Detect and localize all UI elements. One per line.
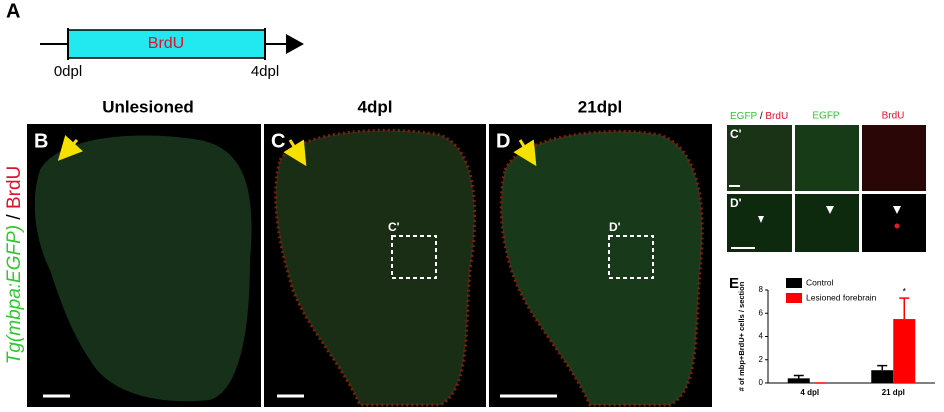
panel-letter: D — [496, 130, 510, 152]
tissue — [34, 135, 252, 402]
inset-letter: C' — [730, 127, 742, 141]
inset — [795, 194, 859, 252]
inset-header: BrdU — [882, 111, 905, 122]
tissue — [499, 129, 704, 407]
tissue — [274, 128, 477, 407]
bar-chart: E# of mbp+BrdU+ cells / section 0 2 4 6 8 Cont… — [729, 275, 935, 397]
arrow-head — [286, 34, 304, 54]
panel-letter: E — [729, 275, 739, 292]
y-tick-label: 0 — [759, 378, 764, 387]
error-bar — [793, 374, 804, 379]
bar — [871, 370, 894, 383]
legend-swatch — [786, 293, 802, 303]
bar-label: BrdU — [148, 35, 184, 52]
inset — [727, 125, 792, 191]
panel-letter: C — [271, 130, 285, 152]
inset-header-part: EGFP — [730, 111, 758, 122]
error-bar — [877, 364, 888, 371]
column-header: 4dpl — [358, 97, 393, 116]
y-tick-label: 6 — [759, 308, 764, 317]
inset — [795, 125, 859, 191]
inset-header: EGFP / BrdU — [730, 111, 788, 122]
inset-letter: D' — [730, 196, 742, 210]
separator: / — [4, 214, 25, 220]
x-tick-label: 4 dpl — [800, 388, 819, 397]
roi-box — [391, 235, 437, 279]
stain-label: BrdU — [4, 166, 25, 209]
inset-header-part: / — [760, 111, 763, 122]
y-tick-label: 4 — [759, 332, 764, 341]
panel-letter: A — [6, 0, 20, 22]
inset — [862, 125, 926, 191]
error-bar — [899, 297, 910, 320]
roi-label: C' — [388, 220, 400, 234]
roi-box — [608, 235, 654, 279]
arrow — [513, 139, 537, 167]
inset — [727, 194, 792, 252]
arrowheads — [758, 206, 901, 223]
roi-label: D' — [609, 220, 621, 234]
bar — [787, 378, 810, 383]
legend-label: Lesioned forebrain — [806, 292, 877, 302]
legend-swatch — [786, 278, 802, 288]
significance: * — [902, 287, 906, 297]
bar — [893, 319, 916, 383]
y-tick-label: 8 — [759, 285, 764, 294]
arrow — [57, 135, 83, 161]
column-header: Unlesioned — [102, 97, 194, 116]
marker-label: Tg(mbpa:EGFP) — [4, 225, 25, 364]
side-label: Tg(mbpa:EGFP) / BrdU — [4, 166, 25, 365]
y-axis-label: # of mbp+BrdU+ cells / section — [737, 281, 746, 391]
panel-letter: B — [34, 130, 48, 152]
start-label: 0dpl — [54, 63, 82, 80]
column-header: 21dpl — [578, 97, 622, 116]
x-tick-label: 21 dpl — [882, 388, 905, 397]
y-tick-label: 2 — [759, 355, 764, 364]
inset-header-part: BrdU — [765, 111, 788, 122]
arrow — [283, 139, 307, 167]
end-label: 4dpl — [251, 63, 279, 80]
cell — [894, 223, 900, 229]
inset — [862, 194, 926, 252]
inset-header: EGFP — [812, 111, 840, 122]
legend-label: Control — [806, 277, 834, 287]
